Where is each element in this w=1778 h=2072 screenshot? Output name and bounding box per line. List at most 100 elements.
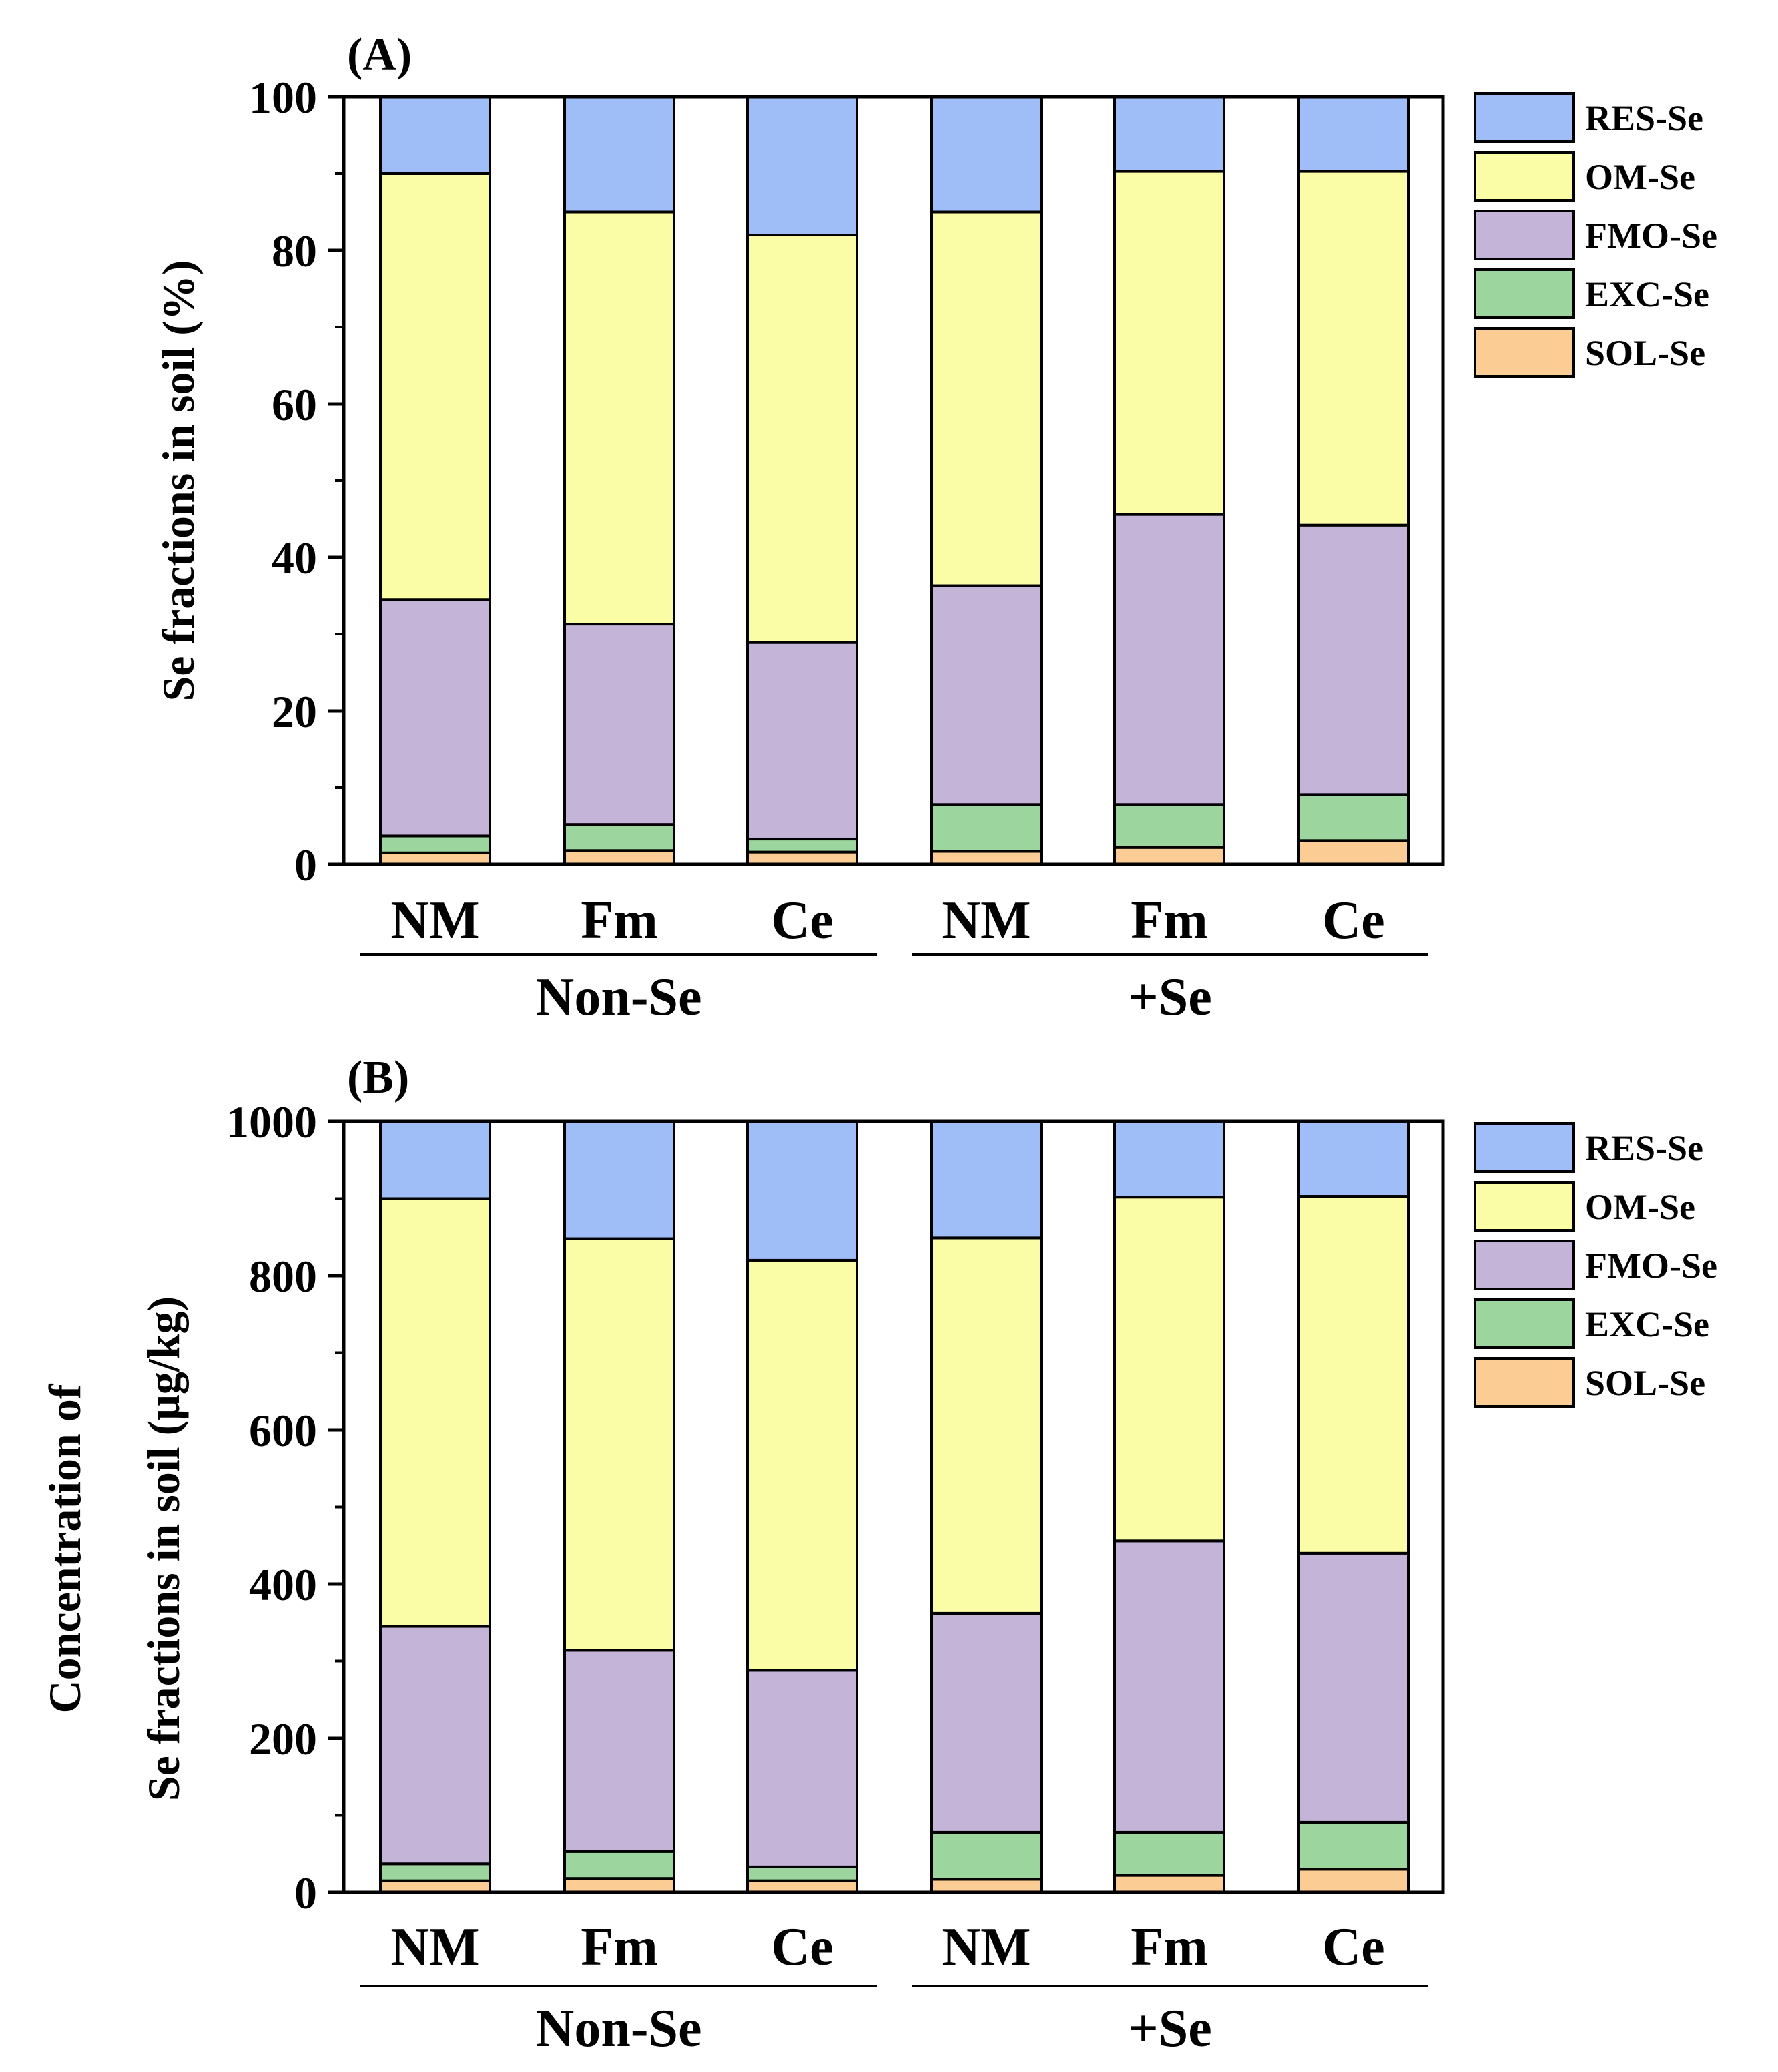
x-category-label: Ce (1322, 891, 1384, 950)
x-category-label: NM (942, 1918, 1030, 1977)
y-tick-label: 100 (249, 72, 317, 123)
panel-label: (A) (347, 29, 412, 81)
bar-segment-exc-se (1297, 1820, 1410, 1871)
bar-stack-5 (1113, 1120, 1225, 1894)
bar-segment-om-se (379, 172, 491, 601)
bar-stack-4 (930, 1120, 1043, 1894)
bar-stack-1 (379, 1120, 491, 1894)
legend-swatch (1474, 151, 1575, 202)
legend-label: OM-Se (1585, 157, 1695, 197)
y-tick-label: 0 (294, 1868, 317, 1918)
legend-item-om-se: OM-Se (1474, 151, 1695, 202)
bar-segment-om-se (930, 210, 1043, 587)
bar-stack-6 (1297, 1120, 1410, 1894)
x-category-label: NM (390, 891, 479, 950)
plot-frame (342, 95, 1445, 866)
bar-segment-sol-se (563, 1877, 675, 1894)
bar-segment-fmo-se (379, 598, 491, 838)
x-category-label: Fm (1131, 891, 1208, 950)
legend-swatch (1474, 92, 1575, 143)
y-tick-label: 60 (272, 379, 317, 430)
bar-segment-sol-se (563, 849, 675, 866)
legend-label: RES-Se (1585, 1128, 1703, 1168)
legend-item-fmo-se: FMO-Se (1474, 210, 1717, 260)
legend-swatch (1474, 1122, 1575, 1173)
legend-item-fmo-se: FMO-Se (1474, 1240, 1717, 1290)
bar-segment-res-se (563, 1120, 675, 1240)
x-category-label: NM (942, 891, 1030, 950)
legend-label: SOL-Se (1585, 333, 1705, 373)
plot-frame (342, 1119, 1445, 1894)
x-category-label: Ce (1322, 1918, 1384, 1977)
y-tick-label: 40 (272, 533, 317, 583)
y-tick-label: 80 (272, 226, 317, 276)
bar-segment-exc-se (379, 1862, 491, 1882)
bar-segment-fmo-se (930, 1611, 1043, 1834)
y-axis-title-line: Se fractions in soil (%) (153, 260, 204, 701)
bar-segment-sol-se (930, 850, 1043, 866)
y-tick-label: 400 (249, 1559, 317, 1610)
legend-label: RES-Se (1585, 98, 1703, 138)
bar-segment-res-se (563, 95, 675, 214)
chart-panel-a: (A) 0 20 40 60 80 100 Se fractions in soil (%) N… (153, 29, 1717, 1027)
y-tick-label: 800 (249, 1251, 317, 1302)
bar-segment-om-se (563, 1237, 675, 1652)
bar-segment-om-se (746, 234, 858, 644)
bar-stack-3 (746, 1120, 858, 1894)
bar-segment-fmo-se (1297, 523, 1410, 796)
bar-segment-om-se (1113, 1196, 1225, 1543)
x-category-label: Fm (581, 891, 658, 950)
bar-stack-5 (1113, 95, 1225, 866)
bar-segment-exc-se (930, 803, 1043, 853)
bar-segment-res-se (1297, 1120, 1410, 1198)
legend-swatch (1474, 1181, 1575, 1232)
y-axis-title-line: Se fractions in soil (μg/kg) (138, 1296, 189, 1801)
bar-segment-res-se (379, 1120, 491, 1200)
legend-item-exc-se: EXC-Se (1474, 1298, 1709, 1349)
legend-item-res-se: RES-Se (1474, 92, 1703, 143)
bar-segment-res-se (1113, 1120, 1225, 1199)
bar-segment-res-se (746, 95, 858, 236)
x-category-label: Fm (1131, 1918, 1208, 1977)
bar-segment-res-se (1297, 95, 1410, 173)
group-label: +Se (1128, 1999, 1212, 2058)
group-label: +Se (1128, 968, 1212, 1027)
bar-segment-res-se (930, 1120, 1043, 1240)
legend-label: EXC-Se (1585, 274, 1709, 314)
legend-item-sol-se: SOL-Se (1474, 327, 1705, 378)
legend-swatch (1474, 327, 1575, 378)
x-category-label: Ce (771, 1918, 833, 1977)
legend-label: SOL-Se (1585, 1363, 1705, 1403)
y-tick-label: 200 (249, 1714, 317, 1764)
bar-segment-exc-se (1113, 803, 1225, 849)
bar-segment-sol-se (1113, 846, 1225, 866)
bar-segment-om-se (1297, 170, 1410, 527)
legend-label: EXC-Se (1585, 1304, 1709, 1344)
bar-stack-6 (1297, 95, 1410, 866)
legend-item-res-se: RES-Se (1474, 1122, 1703, 1173)
y-tick-label: 600 (249, 1405, 317, 1456)
y-axis-title-line: Concentration of (39, 1383, 90, 1713)
bar-segment-res-se (930, 95, 1043, 214)
legend-swatch (1474, 210, 1575, 260)
bar-stack-2 (563, 1120, 675, 1894)
bar-segment-exc-se (746, 1865, 858, 1882)
bar-segment-exc-se (930, 1830, 1043, 1881)
bar-segment-sol-se (379, 851, 491, 866)
x-category-label: NM (390, 1918, 479, 1977)
bar-segment-exc-se (1297, 793, 1410, 842)
bar-segment-fmo-se (746, 1669, 858, 1868)
bar-segment-sol-se (379, 1879, 491, 1894)
bar-stack-3 (746, 95, 858, 866)
bar-segment-exc-se (563, 823, 675, 852)
bar-stack-4 (930, 95, 1043, 866)
legend-swatch (1474, 1240, 1575, 1290)
chart-panel-b: (B) 0 200 400 600 800 1000 Concentration of Se f… (39, 1052, 1717, 2058)
bar-segment-fmo-se (563, 1649, 675, 1853)
bar-segment-om-se (1113, 170, 1225, 516)
bar-segment-res-se (379, 95, 491, 175)
bar-segment-fmo-se (1113, 513, 1225, 806)
y-tick-label: 1000 (226, 1097, 317, 1147)
bar-segment-res-se (1113, 95, 1225, 173)
